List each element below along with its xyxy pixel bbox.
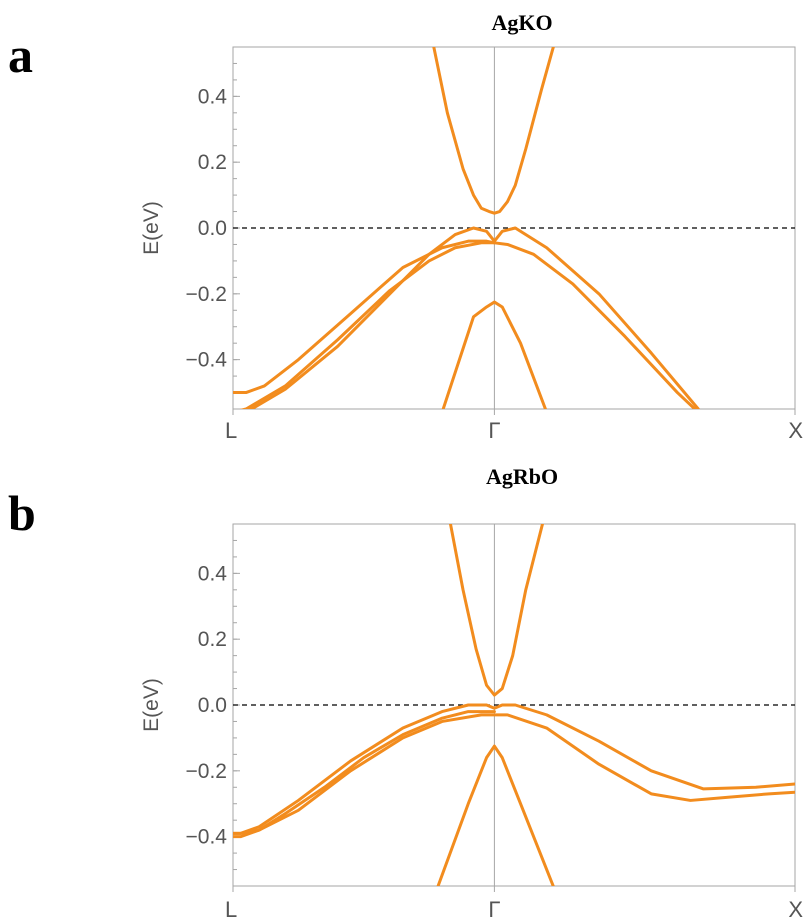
band-line-5 [441, 300, 548, 409]
band-line-2 [233, 703, 795, 835]
band-line-5 [436, 744, 555, 886]
y-tick-label: 0.0 [198, 694, 227, 717]
panel-label: b [8, 485, 36, 541]
y-tick-label: −0.2 [186, 283, 227, 306]
band-lines [233, 524, 795, 886]
chart-title: AgRbO [486, 464, 558, 489]
band-line-1 [432, 47, 555, 215]
x-tick-label: L [225, 418, 237, 443]
y-axis-title: E(eV) [140, 678, 163, 732]
x-tick-label: Γ [488, 897, 500, 921]
band-line-2 [248, 226, 700, 409]
chart-title: AgKO [491, 10, 552, 35]
y-tick-label: −0.4 [186, 349, 228, 372]
band-line-4 [233, 239, 496, 395]
x-tick-label: L [225, 897, 237, 921]
y-tick-label: 0.2 [198, 628, 227, 651]
y-axis-title: E(eV) [140, 201, 163, 255]
y-tick-label: 0.0 [198, 217, 227, 240]
band-lines [233, 47, 700, 409]
panel-label: a [8, 27, 33, 83]
chart-panel-b: b AgRbO L Γ X 0.4 0.2 0.0 −0.2 −0.4 E(eV) [8, 464, 803, 921]
chart-panel-a: a AgKO L Γ X 0.4 0.2 0.0 −0.2 −0.4 E(eV) [8, 10, 803, 443]
x-tick-label: Γ [488, 418, 500, 443]
x-tick-label: X [788, 897, 803, 921]
y-tick-label: 0.4 [198, 85, 228, 108]
y-tick-label: 0.4 [198, 562, 228, 585]
y-tick-label: −0.4 [186, 826, 228, 849]
y-tick-label: −0.2 [186, 760, 227, 783]
y-tick-label: 0.2 [198, 151, 227, 174]
band-line-3 [239, 241, 697, 409]
band-line-4 [233, 710, 496, 835]
band-line-1 [448, 524, 545, 697]
x-tick-label: X [788, 418, 803, 443]
band-line-3 [233, 713, 795, 839]
